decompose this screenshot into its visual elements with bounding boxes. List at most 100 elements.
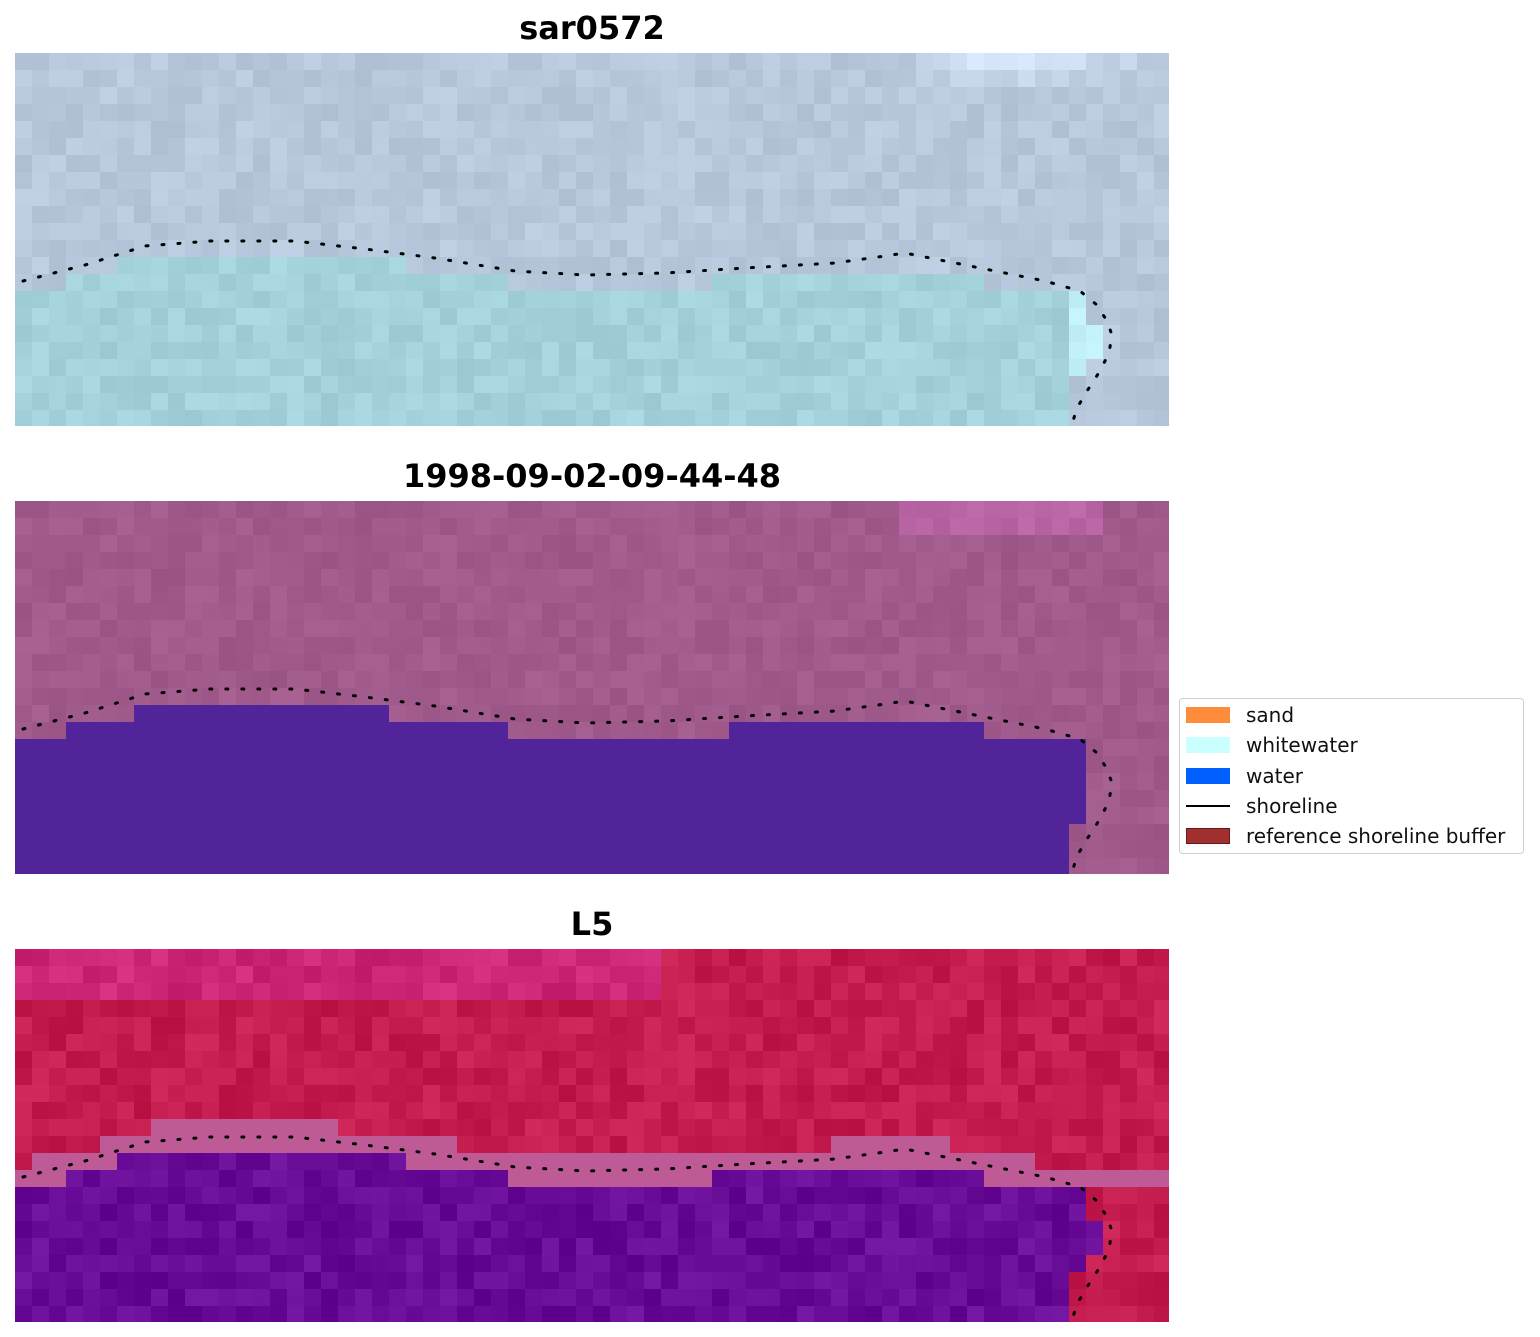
image-pixel: [287, 393, 304, 410]
image-pixel: [899, 189, 916, 206]
image-pixel: [457, 138, 474, 155]
image-pixel: [678, 70, 695, 87]
image-pixel: [967, 1272, 984, 1289]
image-pixel: [712, 155, 729, 172]
image-pixel: [423, 104, 440, 121]
image-pixel: [780, 1085, 797, 1102]
image-pixel: [763, 518, 780, 535]
image-pixel: [117, 1085, 134, 1102]
image-pixel: [559, 393, 576, 410]
image-pixel: [83, 807, 100, 824]
image-pixel: [695, 1000, 712, 1017]
image-pixel: [984, 1085, 1001, 1102]
image-pixel: [1154, 1085, 1169, 1102]
image-pixel: [627, 291, 644, 308]
image-pixel: [1120, 138, 1137, 155]
image-pixel: [253, 858, 270, 874]
image-pixel: [168, 1255, 185, 1272]
image-pixel: [389, 773, 406, 790]
image-pixel: [559, 257, 576, 274]
image-pixel: [134, 1289, 151, 1306]
legend-item-sand: sand: [1186, 704, 1521, 726]
image-pixel: [100, 376, 117, 393]
image-pixel: [1018, 586, 1035, 603]
image-pixel: [134, 552, 151, 569]
image-pixel: [1086, 1238, 1103, 1255]
image-pixel: [814, 603, 831, 620]
image-pixel: [321, 291, 338, 308]
image-pixel: [202, 53, 219, 70]
image-pixel: [695, 104, 712, 121]
image-pixel: [355, 654, 372, 671]
image-pixel: [117, 53, 134, 70]
image-pixel: [542, 70, 559, 87]
shoreline-line-sample: [1186, 805, 1230, 807]
image-pixel: [49, 121, 66, 138]
image-pixel: [83, 138, 100, 155]
image-pixel: [831, 70, 848, 87]
image-pixel: [1052, 410, 1069, 426]
image-pixel: [372, 841, 389, 858]
image-pixel: [66, 1289, 83, 1306]
image-pixel: [1018, 620, 1035, 637]
image-pixel: [559, 308, 576, 325]
image-pixel: [1052, 1017, 1069, 1034]
image-pixel: [916, 966, 933, 983]
image-pixel: [423, 1153, 440, 1170]
image-pixel: [899, 121, 916, 138]
image-pixel: [491, 104, 508, 121]
image-pixel: [338, 1306, 355, 1322]
image-pixel: [678, 722, 695, 739]
image-pixel: [882, 949, 899, 966]
image-pixel: [763, 654, 780, 671]
image-pixel: [950, 739, 967, 756]
image-pixel: [525, 824, 542, 841]
image-pixel: [644, 841, 661, 858]
image-pixel: [797, 518, 814, 535]
image-pixel: [933, 688, 950, 705]
image-pixel: [1035, 1068, 1052, 1085]
water-swatch: [1186, 768, 1230, 784]
image-pixel: [185, 138, 202, 155]
image-pixel: [1137, 620, 1154, 637]
image-pixel: [49, 790, 66, 807]
image-pixel: [355, 671, 372, 688]
image-pixel: [134, 138, 151, 155]
image-pixel: [83, 121, 100, 138]
image-pixel: [389, 104, 406, 121]
image-pixel: [406, 172, 423, 189]
image-pixel: [83, 966, 100, 983]
image-pixel: [270, 773, 287, 790]
image-pixel: [168, 620, 185, 637]
image-pixel: [406, 1289, 423, 1306]
image-pixel: [899, 206, 916, 223]
image-pixel: [287, 518, 304, 535]
image-pixel: [168, 705, 185, 722]
image-pixel: [117, 841, 134, 858]
image-pixel: [355, 1017, 372, 1034]
image-pixel: [440, 1017, 457, 1034]
image-pixel: [967, 359, 984, 376]
image-pixel: [950, 807, 967, 824]
image-pixel: [83, 1000, 100, 1017]
image-pixel: [134, 841, 151, 858]
image-pixel: [865, 773, 882, 790]
image-pixel: [627, 342, 644, 359]
image-pixel: [389, 342, 406, 359]
image-pixel: [355, 240, 372, 257]
image-pixel: [542, 1204, 559, 1221]
image-pixel: [899, 1068, 916, 1085]
image-pixel: [797, 790, 814, 807]
image-pixel: [746, 172, 763, 189]
image-pixel: [457, 756, 474, 773]
image-pixel: [219, 654, 236, 671]
image-pixel: [457, 773, 474, 790]
image-pixel: [1154, 620, 1169, 637]
image-pixel: [151, 274, 168, 291]
image-pixel: [321, 705, 338, 722]
image-pixel: [406, 70, 423, 87]
image-pixel: [848, 688, 865, 705]
image-pixel: [321, 841, 338, 858]
image-pixel: [389, 739, 406, 756]
image-pixel: [474, 949, 491, 966]
